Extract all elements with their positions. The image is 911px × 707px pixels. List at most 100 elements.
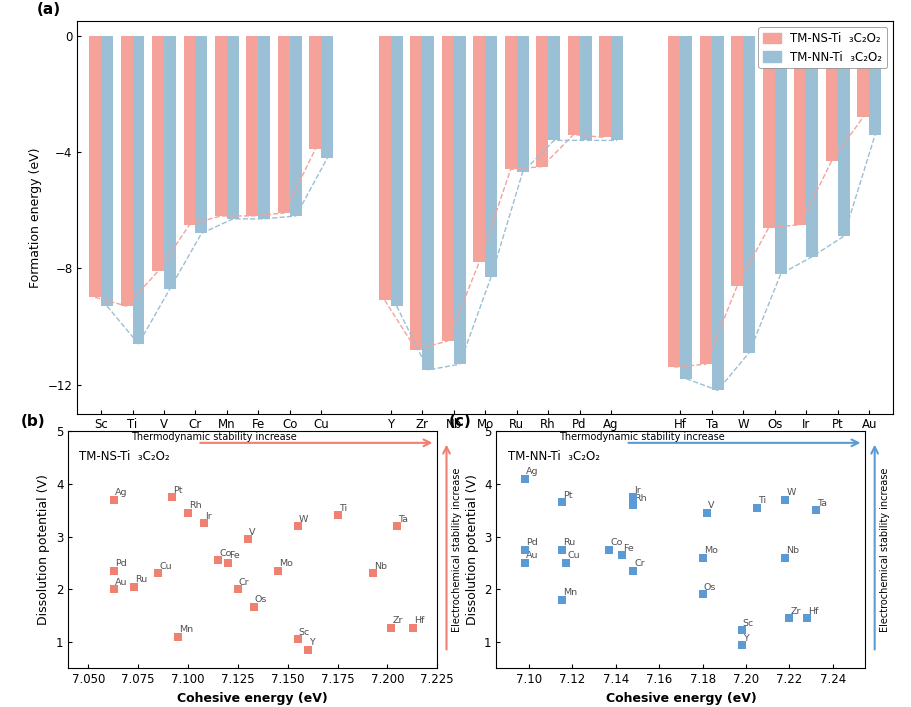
Point — [210, 554, 225, 566]
Text: Rh: Rh — [634, 493, 647, 503]
Legend: TM-NS-Ti  ₃C₂O₂, TM-NN-Ti  ₃C₂O₂: TM-NS-Ti ₃C₂O₂, TM-NN-Ti ₃C₂O₂ — [758, 27, 887, 69]
Point — [390, 520, 404, 532]
Bar — [838, 36, 850, 236]
Text: Electrochemical stability increase: Electrochemical stability increase — [452, 467, 462, 632]
Point — [127, 581, 141, 592]
Point — [291, 520, 305, 532]
X-axis label: Cohesive energy (eV): Cohesive energy (eV) — [178, 691, 328, 705]
Text: Mo: Mo — [279, 559, 292, 568]
Bar — [183, 36, 196, 225]
Point — [517, 557, 532, 568]
Bar — [743, 36, 755, 353]
Bar — [164, 36, 176, 288]
Bar — [548, 36, 560, 141]
Text: Mn: Mn — [563, 588, 577, 597]
Bar — [391, 36, 403, 306]
Bar — [310, 36, 322, 149]
Text: Cu: Cu — [567, 551, 579, 561]
Text: Electrochemical stability increase: Electrochemical stability increase — [880, 467, 890, 632]
Point — [778, 494, 793, 506]
Bar — [700, 36, 711, 364]
Point — [331, 510, 345, 521]
Text: Thermodynamic stability increase: Thermodynamic stability increase — [131, 432, 297, 443]
Text: Hf: Hf — [415, 617, 425, 625]
Bar — [322, 36, 333, 158]
Text: Y: Y — [309, 638, 314, 648]
Point — [554, 594, 568, 605]
Point — [778, 552, 793, 563]
Bar — [774, 36, 787, 274]
Text: Ir: Ir — [634, 486, 641, 495]
Text: Zr: Zr — [791, 607, 801, 616]
Text: Pd: Pd — [116, 559, 127, 568]
Text: Pd: Pd — [526, 538, 537, 547]
Text: Mn: Mn — [179, 625, 193, 634]
Text: Cu: Cu — [159, 562, 172, 571]
Text: Fe: Fe — [623, 544, 634, 553]
Bar — [869, 36, 881, 134]
Text: Ir: Ir — [205, 512, 211, 521]
Bar — [579, 36, 591, 141]
Text: TM-NN-Ti  ₃C₂O₂: TM-NN-Ti ₃C₂O₂ — [507, 450, 599, 463]
Point — [247, 601, 261, 612]
Y-axis label: Dissolution potential (V): Dissolution potential (V) — [466, 474, 478, 625]
Point — [700, 507, 714, 518]
Bar — [290, 36, 302, 216]
Point — [197, 518, 211, 529]
Point — [241, 534, 255, 545]
Point — [558, 557, 573, 568]
Text: Au: Au — [526, 551, 538, 561]
Text: Hf: Hf — [808, 607, 818, 616]
Text: TM-NS-Ti  ₃C₂O₂: TM-NS-Ti ₃C₂O₂ — [79, 450, 170, 463]
Text: (c): (c) — [448, 414, 471, 429]
Point — [517, 473, 532, 484]
Text: Co: Co — [610, 538, 623, 547]
Bar — [485, 36, 497, 277]
Bar — [536, 36, 548, 167]
Bar — [611, 36, 623, 141]
Text: V: V — [249, 528, 255, 537]
Point — [271, 565, 285, 576]
Point — [151, 568, 166, 579]
Text: Au: Au — [116, 578, 128, 587]
Bar — [517, 36, 528, 173]
Point — [107, 565, 121, 576]
Text: Zr: Zr — [393, 617, 403, 625]
Bar — [806, 36, 818, 257]
Bar — [473, 36, 485, 262]
Bar — [857, 36, 869, 117]
Point — [554, 496, 568, 508]
Text: Ta: Ta — [816, 499, 826, 508]
Text: Ti: Ti — [339, 504, 347, 513]
Bar — [442, 36, 454, 341]
Point — [230, 583, 245, 595]
Bar — [196, 36, 208, 233]
Text: V: V — [708, 501, 714, 510]
Text: Rh: Rh — [189, 501, 201, 510]
Point — [517, 544, 532, 556]
Y-axis label: Dissolution potential (V): Dissolution potential (V) — [37, 474, 50, 625]
Point — [301, 644, 315, 655]
X-axis label: Cohesive energy (eV): Cohesive energy (eV) — [606, 691, 756, 705]
Point — [626, 565, 640, 576]
Bar — [711, 36, 723, 390]
Point — [800, 612, 814, 624]
Bar — [794, 36, 806, 225]
Point — [220, 557, 235, 568]
Text: Cr: Cr — [634, 559, 645, 568]
Bar — [89, 36, 101, 298]
Text: Thermodynamic stability increase: Thermodynamic stability increase — [559, 432, 725, 443]
Point — [626, 491, 640, 503]
Bar — [669, 36, 681, 367]
Text: (b): (b) — [20, 414, 45, 429]
Text: Sc: Sc — [299, 628, 310, 637]
Text: Sc: Sc — [742, 619, 754, 628]
Point — [180, 507, 195, 518]
Bar — [825, 36, 838, 160]
Bar — [763, 36, 774, 228]
Bar — [599, 36, 611, 137]
Y-axis label: Formation energy (eV): Formation energy (eV) — [29, 147, 42, 288]
Text: Ru: Ru — [135, 575, 148, 584]
Bar — [454, 36, 466, 364]
Bar — [505, 36, 517, 170]
